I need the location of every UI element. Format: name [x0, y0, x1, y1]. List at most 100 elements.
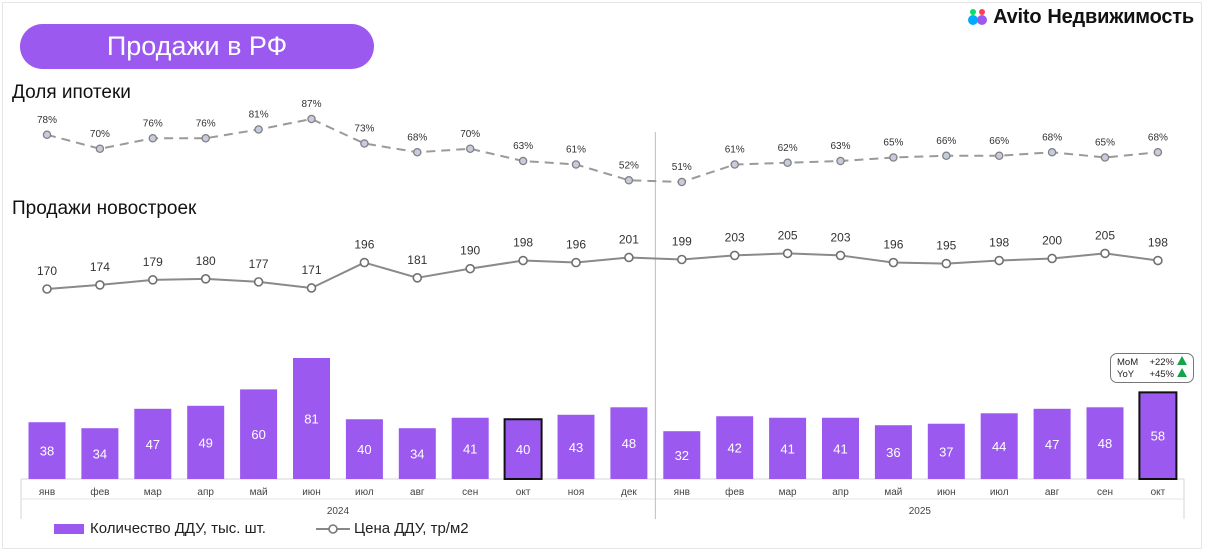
- x-tick-label: июн: [937, 487, 956, 498]
- price-point: [624, 252, 634, 263]
- price-value-label: 174: [90, 260, 110, 274]
- mortgage-value-label: 66%: [936, 136, 956, 147]
- mortgage-point: [254, 125, 263, 134]
- mortgage-point: [1153, 147, 1163, 157]
- mortgage-point: [413, 147, 422, 157]
- bar-value-label: 40: [357, 442, 371, 457]
- mortgage-point: [42, 130, 52, 139]
- bar-value-label: 34: [93, 447, 107, 462]
- bar: [927, 423, 965, 479]
- mortgage-point: [465, 144, 475, 153]
- x-tick-label: окт: [516, 487, 531, 498]
- new-build-sales-label: Продажи новостроек: [12, 198, 197, 219]
- bar: [28, 422, 66, 479]
- price-value-label: 200: [1042, 233, 1062, 247]
- mom-label: MoM: [1117, 356, 1139, 368]
- mom-value: +22%: [1149, 357, 1174, 368]
- mortgage-value-label: 63%: [513, 141, 533, 152]
- bar: [187, 405, 225, 479]
- mortgage-value-label: 68%: [1042, 132, 1062, 143]
- mortgage-point: [518, 156, 528, 166]
- x-tick-label: ноя: [568, 487, 585, 498]
- x-tick-label: янв: [674, 487, 690, 498]
- price-value-label: 201: [619, 232, 639, 246]
- mortgage-share-label: Доля ипотеки: [12, 82, 131, 103]
- price-point: [95, 280, 105, 290]
- up-triangle-icon: [1177, 368, 1187, 377]
- mortgage-point: [624, 175, 634, 185]
- up-triangle-icon: [1177, 356, 1187, 365]
- x-tick-label: май: [884, 487, 902, 498]
- yoy-value: +45%: [1149, 369, 1174, 380]
- mortgage-value-label: 61%: [566, 145, 586, 156]
- price-value-label: 198: [513, 236, 533, 250]
- bar: [293, 358, 330, 479]
- mortgage-point: [994, 151, 1004, 160]
- x-tick-label: апр: [832, 487, 849, 498]
- mortgage-value-label: 73%: [354, 124, 374, 135]
- price-point: [729, 250, 740, 261]
- mortgage-point: [730, 160, 739, 169]
- bar-value-label: 36: [886, 445, 900, 460]
- mortgage-point: [942, 151, 951, 160]
- bar-value-label: 34: [410, 447, 424, 462]
- mortgage-point: [836, 156, 845, 166]
- bar-value-label: 47: [1045, 437, 1059, 452]
- brand-name: Avito: [993, 5, 1042, 28]
- price-value-label: 196: [883, 238, 903, 252]
- bar-value-label: 38: [40, 444, 54, 459]
- bar-value-label: 43: [569, 440, 583, 455]
- price-point: [518, 255, 528, 266]
- price-point: [1047, 253, 1057, 264]
- price-value-label: 199: [672, 235, 692, 249]
- bar: [134, 408, 172, 479]
- bar-value-label: 49: [198, 435, 212, 450]
- mortgage-value-label: 76%: [196, 118, 216, 129]
- price-value-label: 198: [1148, 236, 1168, 250]
- x-tick-label: фев: [90, 486, 109, 498]
- x-tick-label: сен: [462, 487, 478, 498]
- x-tick-label: июл: [990, 487, 1009, 498]
- growth-badge: MoM +22% YoY +45%: [1110, 353, 1194, 383]
- yoy-label: YoY: [1117, 368, 1135, 380]
- price-value-label: 171: [301, 263, 321, 277]
- price-value-label: 196: [566, 238, 586, 252]
- x-tick-label: мар: [779, 487, 797, 498]
- bar-value-label: 48: [1098, 436, 1112, 451]
- bar: [81, 428, 119, 479]
- mortgage-value-label: 62%: [778, 143, 798, 154]
- mortgage-point: [783, 158, 792, 167]
- mortgage-value-label: 65%: [1095, 138, 1115, 149]
- x-tick-label: янв: [39, 487, 55, 498]
- x-tick-label: окт: [1151, 487, 1166, 498]
- bar-value-label: 42: [727, 441, 741, 456]
- price-point: [782, 248, 793, 259]
- x-tick-label: июл: [355, 487, 374, 498]
- price-point: [200, 274, 211, 284]
- legend-line-marker-icon: [316, 523, 350, 534]
- mortgage-point: [148, 133, 158, 143]
- bar: [503, 418, 543, 481]
- mortgage-share-line: [46, 118, 1158, 183]
- price-value-label: 205: [778, 228, 798, 242]
- bar-value-label: 41: [463, 441, 477, 456]
- brand-subtitle: Недвижимость: [1047, 5, 1194, 28]
- bar-value-label: 32: [675, 448, 689, 463]
- bar-value-label: 44: [992, 439, 1006, 454]
- price-point: [571, 257, 581, 268]
- bar: [1086, 407, 1124, 479]
- x-tick-label: мар: [144, 487, 162, 498]
- brand-logo: Avito Недвижимость: [967, 6, 1194, 28]
- x-tick-label: фев: [725, 486, 744, 498]
- mortgage-point: [1047, 147, 1057, 157]
- legend-line: Цена ДДУ, тр/м2: [316, 520, 469, 537]
- bar-value-label: 40: [516, 442, 530, 457]
- bar: [398, 428, 436, 479]
- legend-bars-label: Количество ДДУ, тыс. шт.: [90, 520, 266, 537]
- mortgage-point: [889, 153, 898, 162]
- price-line: [46, 252, 1159, 290]
- price-point: [1153, 255, 1163, 266]
- mortgage-value-label: 63%: [830, 141, 850, 152]
- mortgage-value-label: 81%: [249, 110, 269, 121]
